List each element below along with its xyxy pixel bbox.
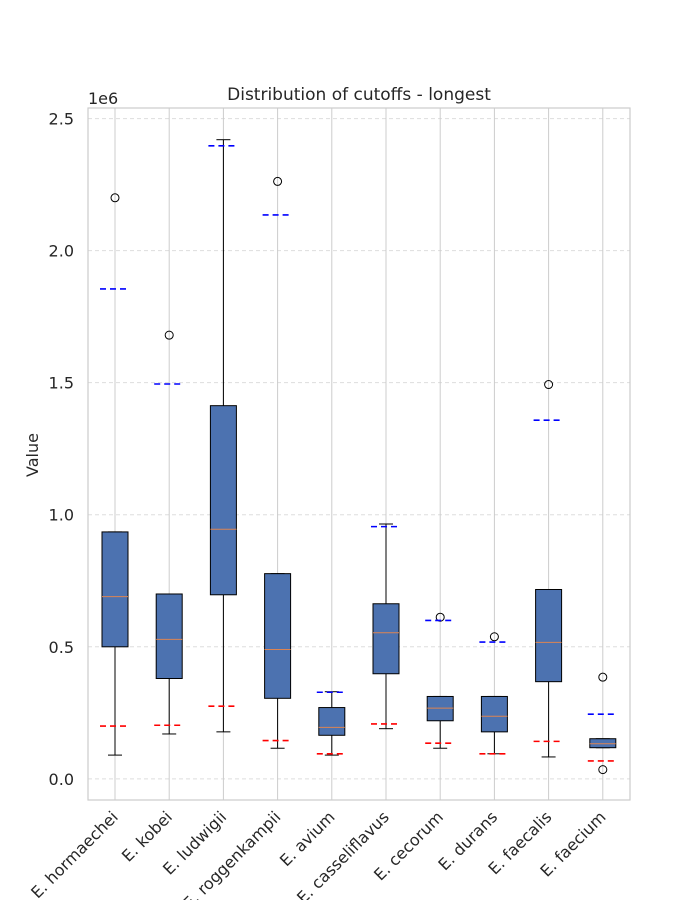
- box-group-6: [425, 612, 456, 749]
- outlier-point: [273, 176, 283, 186]
- chart-title: Distribution of cutoffs - longest: [227, 85, 491, 105]
- plot-area-frame: [87, 107, 631, 801]
- y-tick-label: 0.0: [49, 770, 74, 789]
- box-group-5: [371, 523, 401, 730]
- box-group-7: [479, 632, 510, 755]
- y-tick-labels: 0.0 0.5 1.0 1.5 2.0 2.5: [49, 110, 74, 789]
- box-body: [535, 588, 563, 683]
- outlier-point: [598, 672, 608, 682]
- box-body: [426, 695, 454, 722]
- box-body: [209, 405, 237, 596]
- outlier-point: [598, 765, 608, 775]
- y-tick-label: 0.5: [49, 638, 74, 657]
- outlier-point: [110, 193, 120, 203]
- y-tick-label: 1.5: [49, 374, 74, 393]
- outlier-point: [489, 632, 499, 642]
- box-body: [372, 603, 400, 675]
- box-group-1: [154, 330, 185, 735]
- box-body: [264, 573, 292, 699]
- y-axis-scale-label: 1e6: [88, 89, 118, 108]
- y-tick-label: 1.0: [49, 506, 74, 525]
- box-group-2: [208, 139, 239, 733]
- box-body: [318, 707, 346, 736]
- box-group-3: [262, 176, 293, 749]
- box-group-8: [533, 380, 564, 758]
- box-body: [155, 593, 183, 680]
- outlier-point: [164, 330, 174, 340]
- box-group-9: [587, 672, 618, 775]
- y-tick-label: 2.5: [49, 110, 74, 129]
- box-body: [101, 531, 129, 648]
- outlier-point: [544, 380, 554, 390]
- box-group-0: [100, 193, 130, 756]
- box-marks-layer: [100, 139, 618, 775]
- box-body: [589, 738, 617, 749]
- box-group-4: [316, 691, 347, 756]
- y-axis-label: Value: [23, 433, 42, 477]
- box-body: [480, 695, 508, 733]
- y-tick-label: 2.0: [49, 242, 74, 261]
- outlier-point: [435, 612, 445, 622]
